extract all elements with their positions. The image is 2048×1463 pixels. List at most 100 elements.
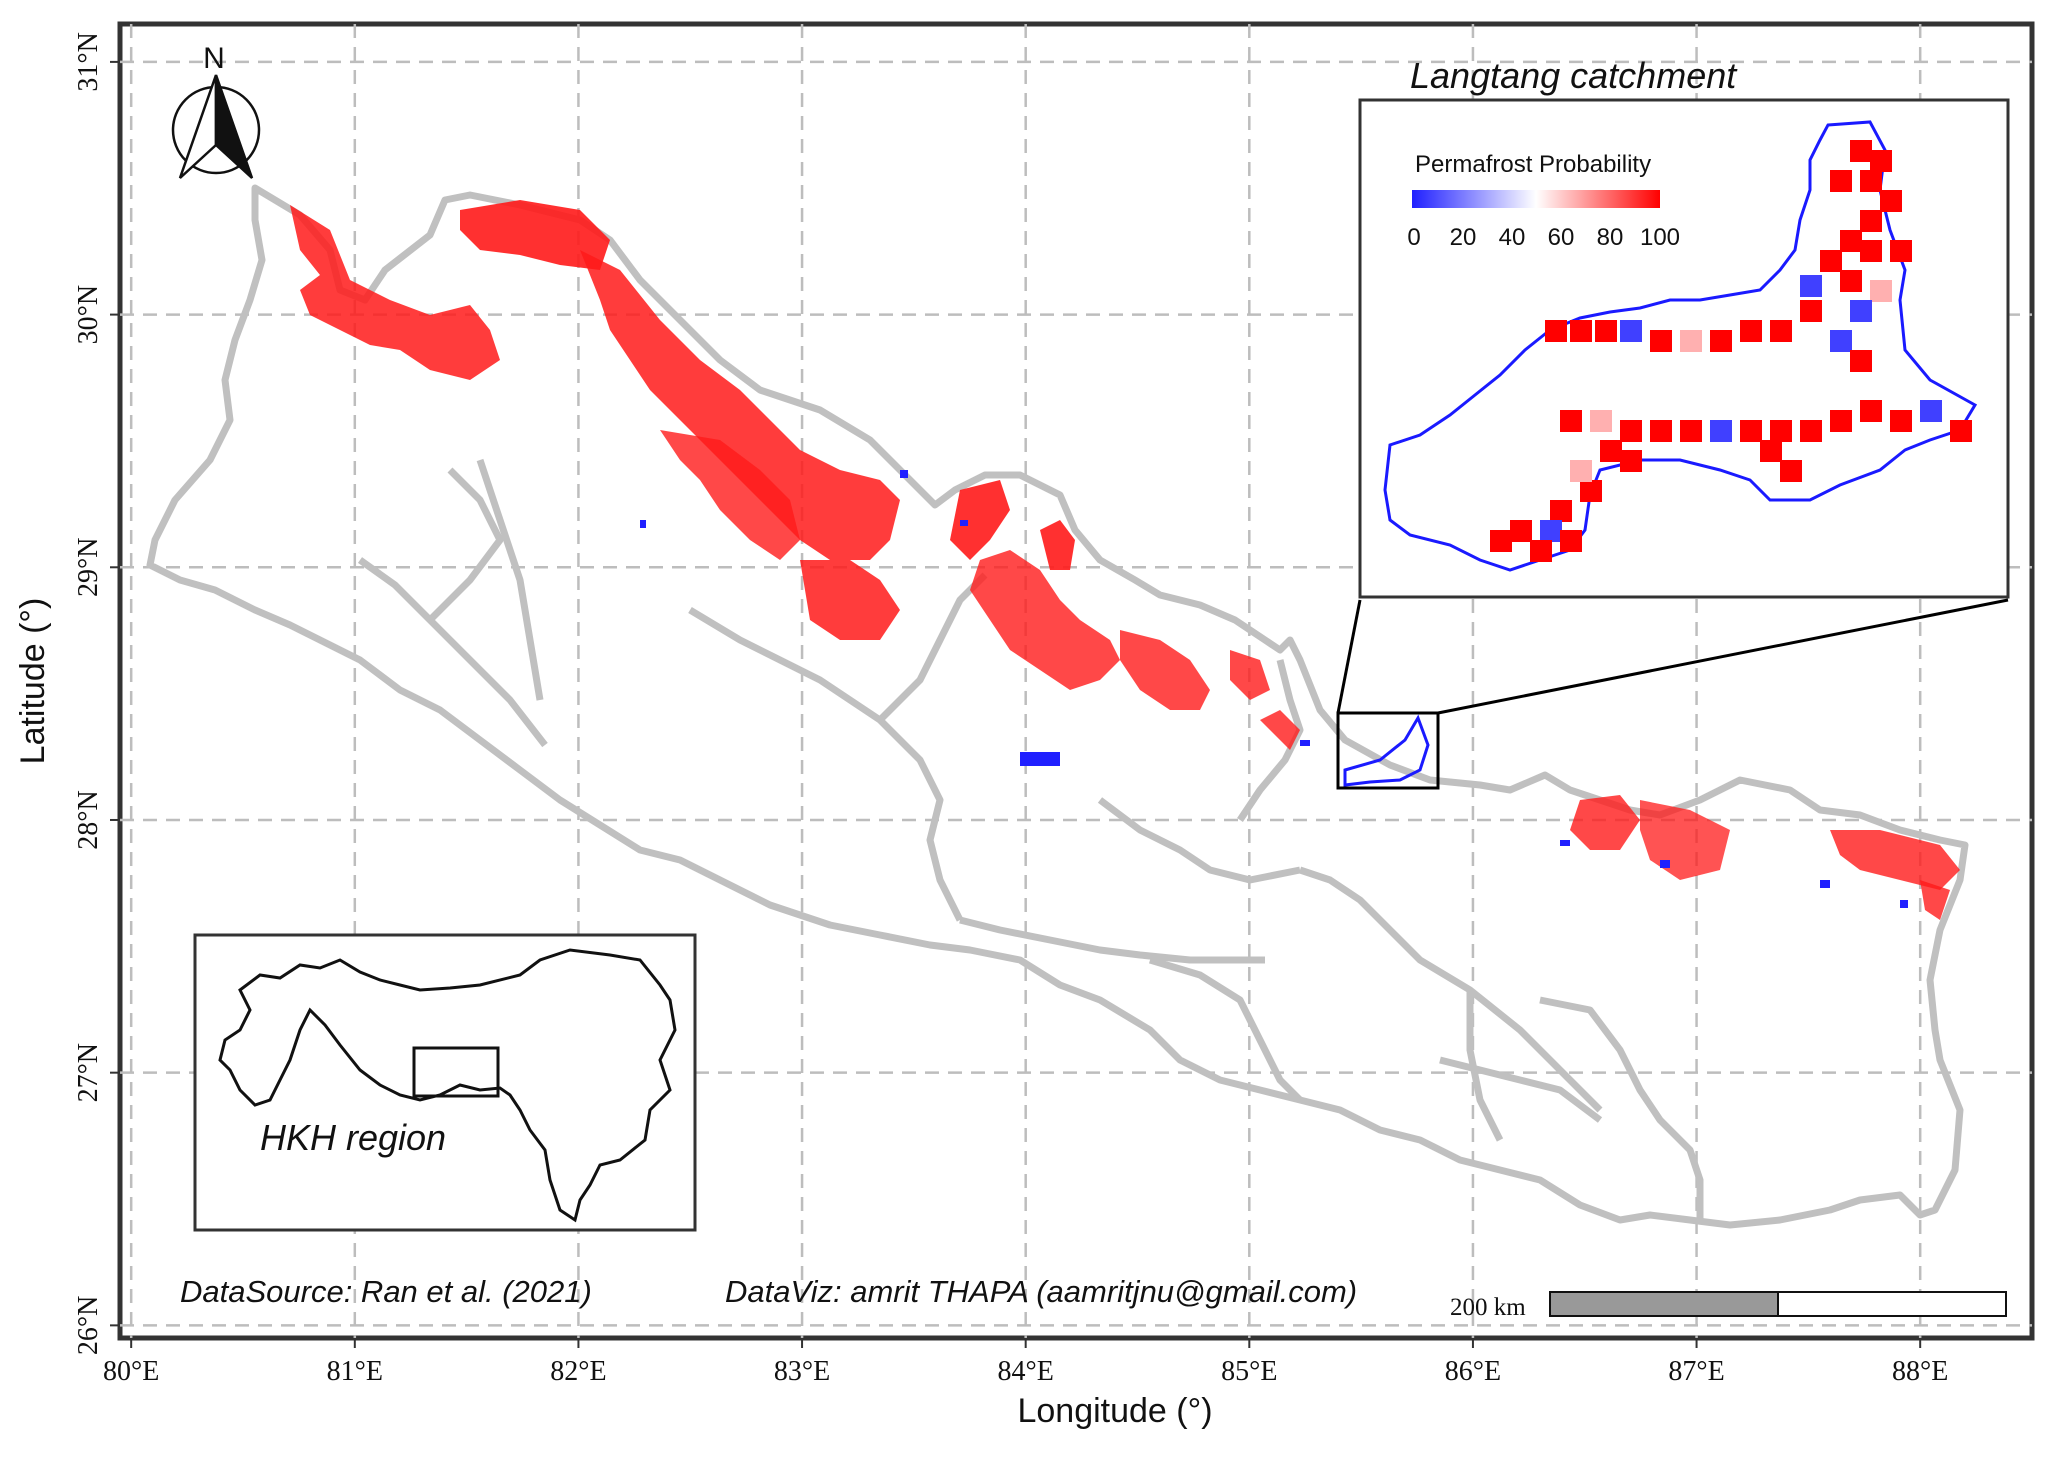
legend-tick: 20	[1450, 224, 1477, 251]
hkh-study-box	[412, 1046, 500, 1098]
legend-tick: 60	[1548, 224, 1575, 251]
inset-cell	[1595, 320, 1617, 342]
inset-cell	[1890, 240, 1912, 262]
inset-cell	[1650, 330, 1672, 352]
y-tick-label: 31°N	[73, 32, 104, 91]
legend-tick: 80	[1597, 224, 1624, 251]
inset-cell	[1490, 530, 1512, 552]
inset-cell	[1840, 230, 1862, 252]
inset-cell	[1800, 420, 1822, 442]
inset-cell	[1560, 410, 1582, 432]
inset-cell	[1740, 320, 1762, 342]
inset-cell	[1770, 320, 1792, 342]
map-frame	[117, 21, 2035, 1341]
inset-cell	[1870, 280, 1892, 302]
inset-cell	[1590, 410, 1612, 432]
inset-cell	[1770, 420, 1792, 442]
scale-bar: 200 km	[1450, 1291, 2007, 1321]
y-tick-label: 29°N	[73, 538, 104, 597]
inset-cell	[1540, 520, 1562, 542]
inset-cell	[1830, 330, 1852, 352]
inset-cell	[1860, 400, 1882, 422]
inset-cell	[1680, 420, 1702, 442]
north-arrow: N	[171, 42, 261, 179]
inset-cell	[1870, 150, 1892, 172]
inset-cell	[1850, 300, 1872, 322]
inset-cell	[1830, 170, 1852, 192]
permafrost-low	[640, 470, 1908, 908]
graticule	[120, 24, 2032, 1338]
inset-cell	[1740, 420, 1762, 442]
inset-cell	[1830, 410, 1852, 432]
x-tick-labels: 80°E 81°E 82°E 83°E 84°E 85°E 86°E 87°E 88°E	[103, 1356, 1948, 1387]
legend-title: Permafrost Probability	[1415, 151, 1651, 178]
inset-cell	[1950, 420, 1972, 442]
inset-cell	[1850, 350, 1872, 372]
north-label: N	[203, 42, 225, 75]
inset-cell	[1800, 275, 1822, 297]
legend-tick: 100	[1640, 224, 1680, 251]
data-source-credit: DataSource: Ran et al. (2021)	[180, 1274, 592, 1309]
inset-cell	[1890, 410, 1912, 432]
inset-cell	[1860, 240, 1882, 262]
inset-cell	[1760, 440, 1782, 462]
legend-ticks: 0 20 40 60 80 100	[1407, 224, 1680, 251]
x-tick-label: 87°E	[1668, 1356, 1724, 1387]
inset-cell	[1860, 210, 1882, 232]
y-tick-label: 26°N	[73, 1296, 104, 1355]
hkh-label: HKH region	[260, 1117, 446, 1158]
inset-cell	[1840, 270, 1862, 292]
inset-cell	[1620, 450, 1642, 472]
langtang-locator	[1336, 598, 2009, 790]
x-tick-label: 88°E	[1892, 1356, 1948, 1387]
legend-colorbar	[1412, 190, 1660, 208]
inset-cell	[1820, 250, 1842, 272]
x-tick-label: 83°E	[774, 1356, 830, 1387]
data-viz-credit: DataViz: amrit THAPA (aamritjnu@gmail.co…	[725, 1274, 1357, 1309]
inset-cell	[1560, 530, 1582, 552]
inset-cell	[1620, 420, 1642, 442]
x-tick-label: 85°E	[1221, 1356, 1277, 1387]
y-axis-title: Latitude (°)	[14, 598, 52, 765]
inset-cell	[1570, 320, 1592, 342]
inset-cell	[1545, 320, 1567, 342]
inset-cell	[1880, 190, 1902, 212]
x-tick-label: 84°E	[998, 1356, 1054, 1387]
x-tick-label: 80°E	[103, 1356, 159, 1387]
y-tick-label: 30°N	[73, 285, 104, 344]
inset-cell	[1530, 540, 1552, 562]
legend-tick: 0	[1407, 224, 1420, 251]
langtang-title: Langtang catchment	[1410, 55, 1738, 96]
tick-marks	[110, 60, 1922, 1348]
x-tick-label: 81°E	[327, 1356, 383, 1387]
inset-grid-cells	[1490, 140, 1972, 562]
x-tick-label: 82°E	[550, 1356, 606, 1387]
inset-cell	[1550, 500, 1572, 522]
legend-tick: 40	[1499, 224, 1526, 251]
langtang-inset: Permafrost Probability 0 20 40 60 80 100	[1358, 98, 2010, 599]
hkh-inset: HKH region	[193, 933, 697, 1232]
inset-cell	[1510, 520, 1532, 542]
inset-cell	[1600, 440, 1622, 462]
inset-cell	[1860, 170, 1882, 192]
scale-bar-label: 200 km	[1450, 1294, 1526, 1321]
hkh-outline	[218, 948, 677, 1223]
x-tick-label: 86°E	[1445, 1356, 1501, 1387]
inset-cell	[1780, 460, 1802, 482]
permafrost-high	[290, 200, 1960, 920]
x-axis-title: Longitude (°)	[1017, 1392, 1212, 1430]
inset-cell	[1850, 140, 1872, 162]
y-tick-label: 28°N	[73, 790, 104, 849]
inset-cell	[1710, 420, 1732, 442]
inset-cell	[1650, 420, 1672, 442]
y-tick-label: 27°N	[73, 1043, 104, 1102]
inset-cell	[1620, 320, 1642, 342]
inset-cell	[1710, 330, 1732, 352]
inset-cell	[1920, 400, 1942, 422]
y-tick-labels: 31°N 30°N 29°N 28°N 27°N 26°N	[73, 32, 104, 1355]
inset-cell	[1680, 330, 1702, 352]
inset-cell	[1800, 300, 1822, 322]
inset-cell	[1580, 480, 1602, 502]
inset-cell	[1570, 460, 1592, 482]
